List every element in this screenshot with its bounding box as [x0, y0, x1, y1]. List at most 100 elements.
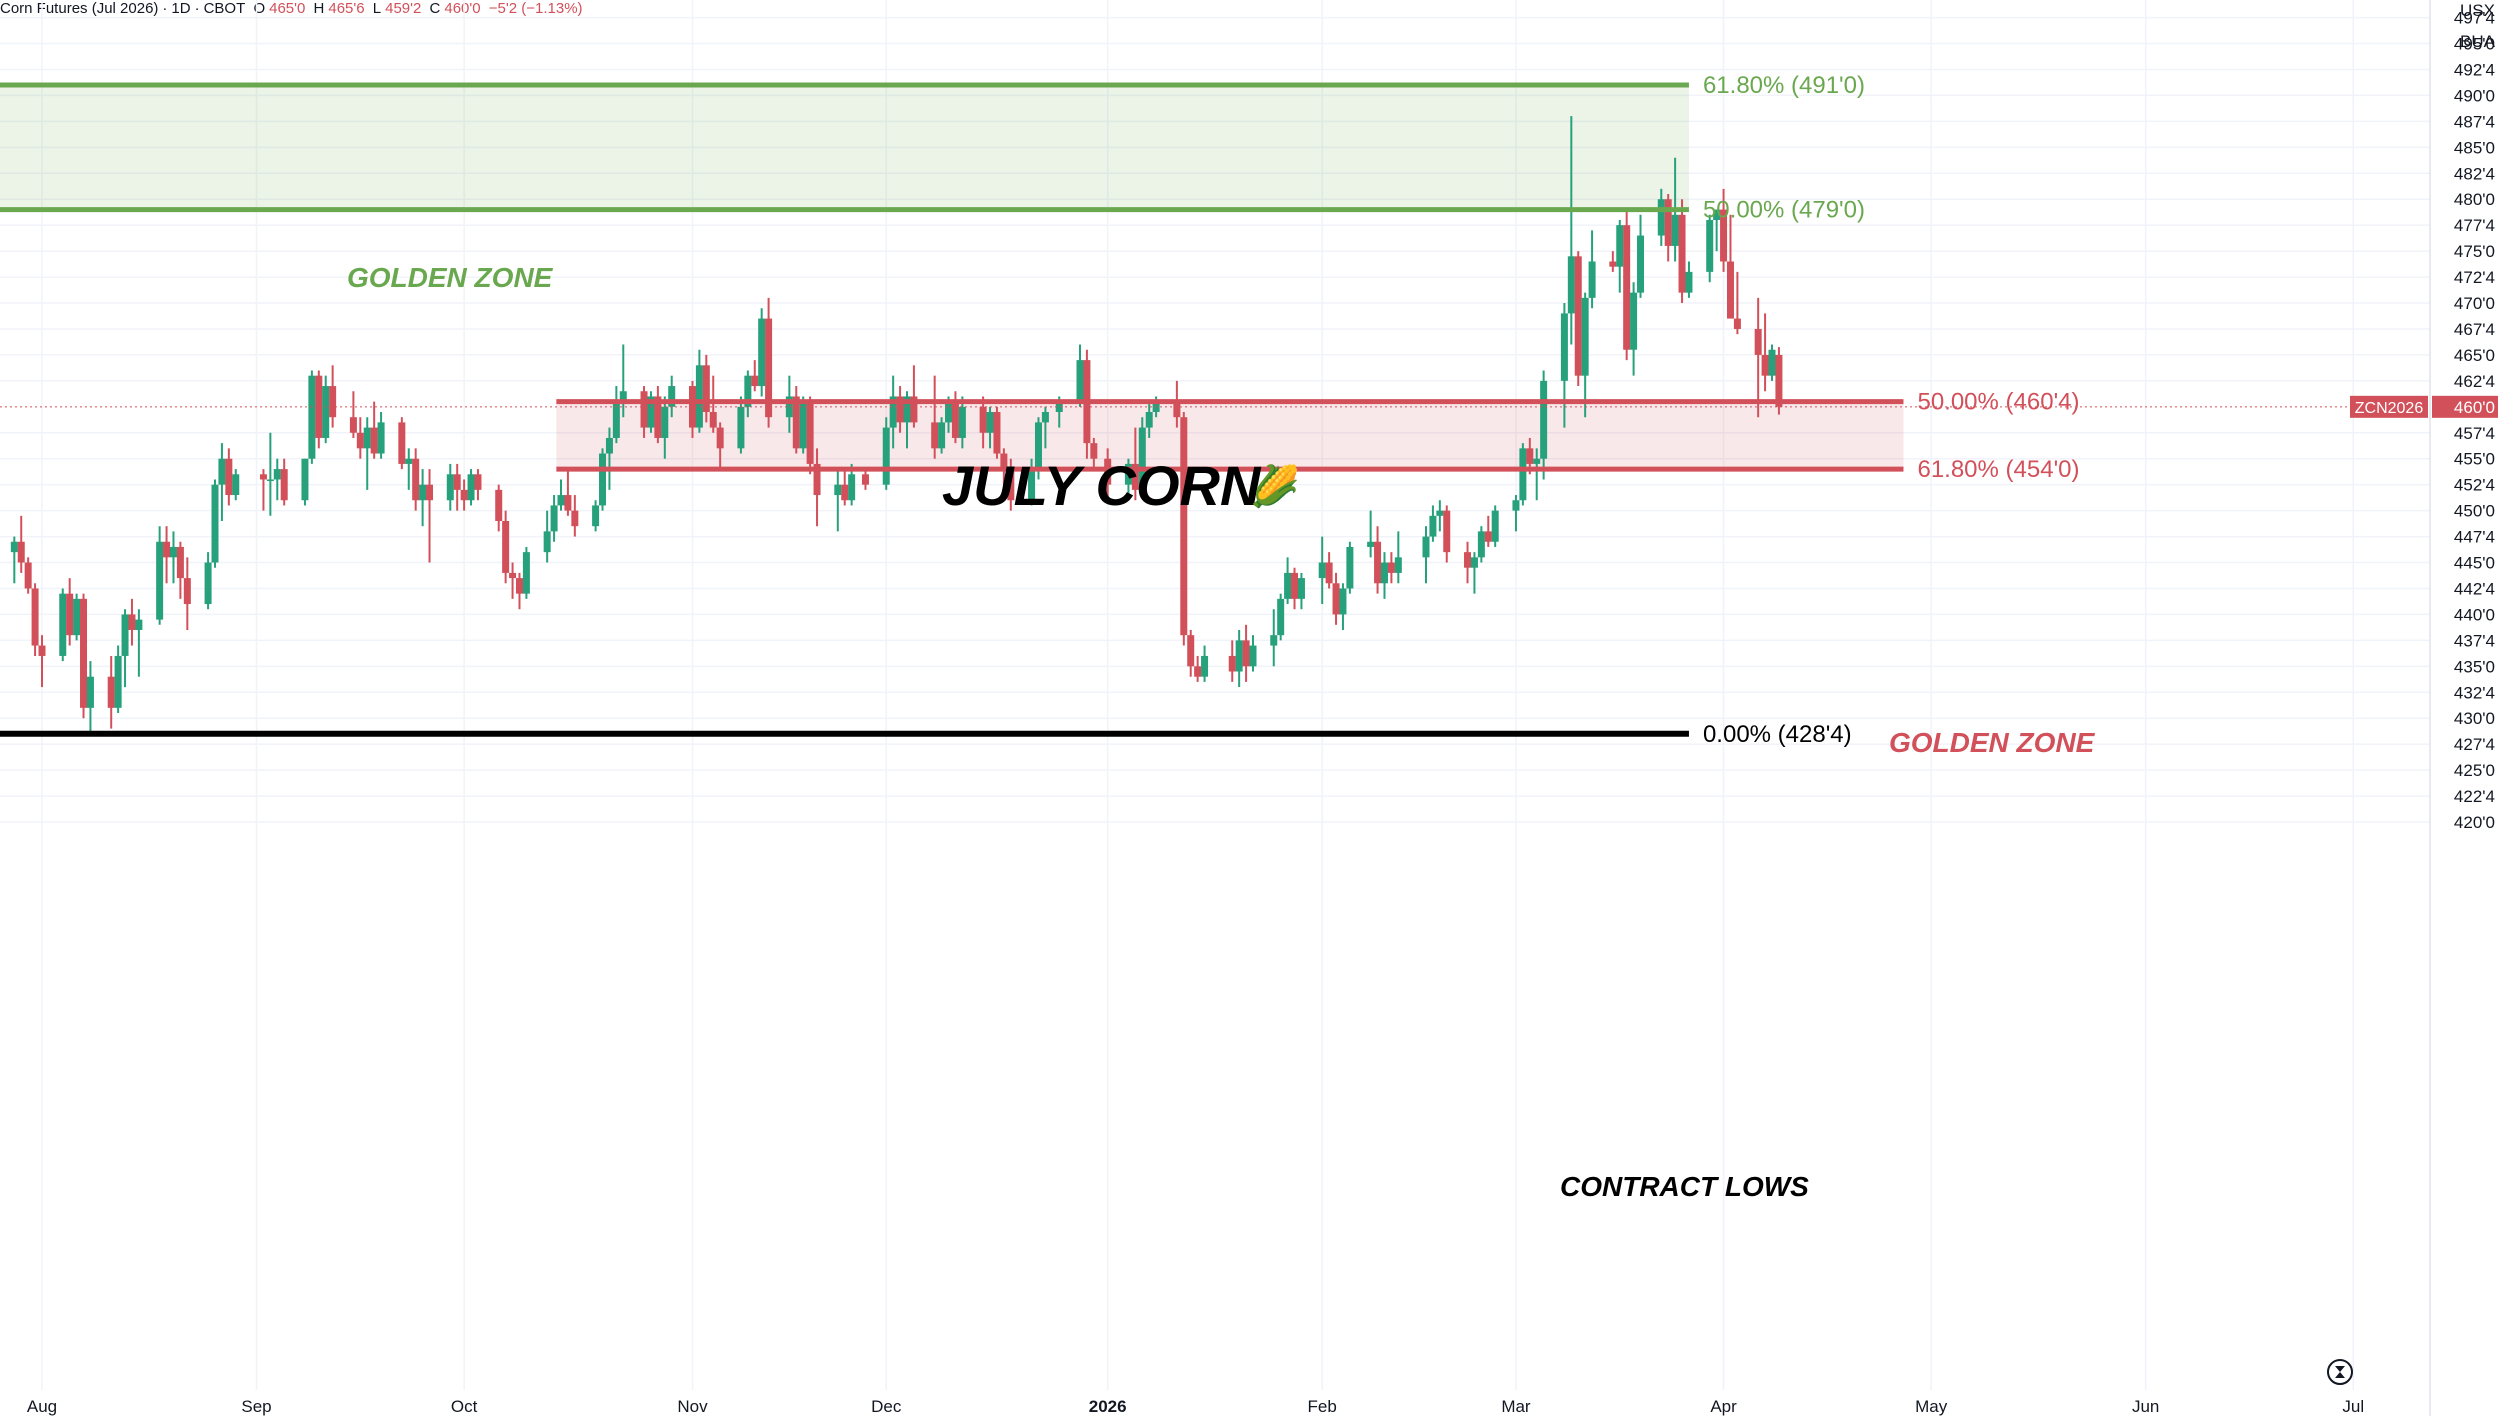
price-tick-label: 475'0	[2454, 242, 2495, 261]
candle-body	[592, 505, 600, 527]
candle-body	[1533, 458, 1541, 464]
candle	[31, 583, 39, 656]
candle-body	[377, 422, 385, 454]
candle-body	[1581, 297, 1589, 376]
time-tick-label: Feb	[1308, 1397, 1337, 1416]
corn-icon: 🌽	[1250, 462, 1300, 510]
candle	[1484, 515, 1492, 547]
candle	[543, 510, 551, 563]
candle	[412, 448, 420, 511]
replay-icon[interactable]	[2327, 1359, 2353, 1385]
candle	[329, 365, 337, 428]
candle	[1028, 458, 1036, 506]
candle-body	[543, 531, 551, 553]
candle-body	[1228, 655, 1236, 672]
candle	[716, 422, 724, 470]
candle	[1630, 282, 1638, 376]
price-tick-label: 452'4	[2454, 476, 2495, 495]
candle	[1581, 292, 1589, 418]
candle-body	[1242, 640, 1250, 667]
candle-body	[17, 541, 25, 563]
candle-body	[1713, 209, 1721, 220]
candle-body	[1685, 271, 1693, 293]
candle-body	[398, 422, 406, 464]
price-axis[interactable]: 497'4 495'0 492'4 490'0 487'4 485'0 482'4 480'0…	[2350, 0, 2498, 1416]
price-tick-label: 497'4	[2454, 9, 2495, 28]
time-tick-label: Oct	[451, 1397, 478, 1416]
green-zone-fill	[0, 85, 1689, 210]
candle	[979, 396, 987, 449]
candle	[1685, 261, 1693, 298]
candle-body	[1090, 443, 1098, 459]
candle-body	[1443, 510, 1451, 553]
candle	[1131, 427, 1139, 501]
candle	[1138, 417, 1146, 496]
candle-body	[156, 541, 164, 620]
candle-body	[135, 619, 143, 630]
price-tick-label: 465'0	[2454, 346, 2495, 365]
candle	[806, 396, 814, 475]
red-zone-fill	[556, 401, 1904, 470]
candle-body	[308, 375, 316, 459]
candle	[1616, 219, 1624, 293]
price-tick-label: 485'0	[2454, 138, 2495, 157]
candle	[1000, 448, 1008, 485]
price-tick-label: 445'0	[2454, 554, 2495, 573]
candle-body	[31, 588, 39, 646]
candle-body	[412, 458, 420, 501]
contract-low-label: 0.00% (428'4)	[1703, 721, 1852, 748]
candle	[841, 469, 849, 506]
candle	[931, 375, 939, 459]
green-500-label: 50.00% (479'0)	[1703, 197, 1865, 224]
candle-body	[1678, 214, 1686, 293]
candle	[1201, 645, 1209, 682]
candle-body	[571, 510, 579, 527]
candle	[695, 349, 703, 433]
candle-body	[903, 396, 911, 423]
candle	[1726, 214, 1734, 319]
candle-body	[785, 396, 793, 418]
time-axis[interactable]: Aug Sep Oct Nov Dec 2026 Feb Mar Apr May Jun Jul	[27, 1397, 2364, 1416]
candle-body	[121, 614, 129, 656]
candle-body	[958, 406, 966, 438]
candle-body	[1574, 256, 1582, 376]
open-label: O	[253, 0, 266, 17]
candle-body	[419, 484, 427, 501]
candle-body	[1387, 562, 1395, 573]
interval-label[interactable]: 1D	[171, 0, 191, 17]
candle	[1270, 609, 1278, 667]
candle-body	[1000, 453, 1008, 470]
candle-body	[799, 401, 807, 449]
candle-body	[813, 463, 821, 496]
candle-body	[612, 401, 620, 438]
unit-label[interactable]: BUA	[2460, 32, 2496, 51]
candle-body	[1291, 572, 1299, 599]
candle-body	[1761, 354, 1769, 376]
currency-label[interactable]: USX	[2460, 1, 2495, 20]
symbol-name[interactable]: Corn Futures (Jul 2026)	[0, 0, 159, 17]
green-618-label: 61.80% (491'0)	[1703, 72, 1865, 99]
candle	[474, 469, 482, 501]
candle	[377, 412, 385, 459]
candle-body	[737, 406, 745, 449]
candle	[1332, 572, 1340, 625]
golden-zone-lower-label: GOLDEN ZONE	[1889, 727, 2096, 758]
candle	[460, 479, 468, 511]
candle-body	[751, 375, 759, 387]
ticker-badge-text: ZCN2026	[2355, 400, 2424, 417]
price-tick-label: 422'4	[2454, 787, 2495, 806]
price-tick-label: 462'4	[2454, 372, 2495, 391]
candle	[1394, 531, 1402, 584]
candle	[1768, 344, 1776, 381]
candle-body	[654, 396, 662, 438]
candle-body	[363, 427, 371, 449]
candle-body	[1671, 214, 1679, 246]
candle-body	[1560, 313, 1568, 381]
candle	[176, 541, 184, 599]
price-tick-label: 457'4	[2454, 424, 2495, 443]
candle-body	[1429, 515, 1437, 537]
candle-body	[1367, 541, 1375, 547]
change-value: −5'2 (−1.13%)	[488, 0, 583, 17]
candle-body	[1318, 562, 1326, 579]
